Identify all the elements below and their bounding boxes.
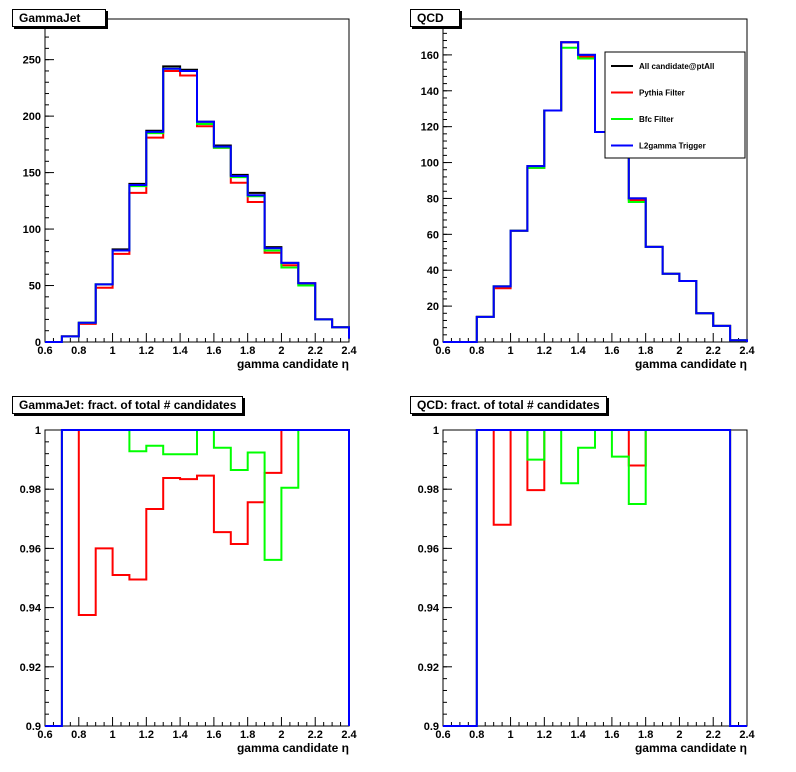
- series-line-l2gamma-trigger: [443, 41, 748, 343]
- x-tick-label: 2.2: [706, 729, 721, 741]
- x-tick-label: 2: [676, 729, 682, 741]
- y-tick-label: 0.98: [418, 484, 439, 496]
- chart-panel-4: 0.6 0.8 1 1.2 1.4 1.6 1.8 2 2.2 2.4 0.9 0.92 0.94 0.9…: [418, 425, 756, 755]
- x-tick-label: 1.6: [206, 729, 221, 741]
- x-tick-label: 0.8: [71, 345, 86, 357]
- x-tick-label: 0.6: [37, 345, 52, 357]
- x-tick-label: 2.2: [308, 729, 323, 741]
- x-tick-label: 2: [278, 729, 284, 741]
- x-tick-label: 1: [109, 729, 115, 741]
- y-tick-label: 80: [427, 193, 439, 205]
- x-tick-label: 0.6: [435, 729, 450, 741]
- y-tick-label: 20: [427, 301, 439, 313]
- y-tick-label: 0.96: [418, 543, 439, 555]
- y-tick-label: 40: [427, 265, 439, 277]
- x-tick-label: 0.8: [469, 345, 484, 357]
- y-tick-label: 100: [421, 158, 439, 170]
- plot-frame: [44, 429, 350, 727]
- y-tick-label: 0.9: [424, 721, 439, 733]
- x-axis-label: gamma candidate η: [635, 357, 747, 371]
- x-tick-label: 1.2: [139, 345, 154, 357]
- x-tick-label: 1: [507, 729, 513, 741]
- y-tick-label: 120: [421, 122, 439, 134]
- y-tick-label: 140: [421, 86, 439, 98]
- y-tick-label: 0: [35, 337, 41, 349]
- y-tick-label: 0.96: [20, 543, 41, 555]
- title-qcd: QCD: [410, 9, 460, 27]
- x-tick-label: 1.4: [570, 345, 586, 357]
- x-tick-label: 0.6: [435, 345, 450, 357]
- legend-label: Pythia Filter: [639, 89, 685, 98]
- y-tick-label: 1: [433, 425, 439, 437]
- x-tick-label: 1.8: [240, 345, 255, 357]
- x-tick-label: 1.2: [139, 729, 154, 741]
- chart-panel-3: 0.6 0.8 1 1.2 1.4 1.6 1.8 2 2.2 2.4 0.9 0.92 0.94 0.9…: [20, 425, 358, 755]
- x-tick-label: 2: [676, 345, 682, 357]
- series-line-pythia-filter: [45, 429, 350, 727]
- x-axis-label: gamma candidate η: [237, 357, 349, 371]
- y-tick-label: 1: [35, 425, 41, 437]
- series-line-l2gamma-trigger: [443, 429, 747, 727]
- x-tick-label: 1.2: [537, 729, 552, 741]
- x-tick-label: 0.6: [37, 729, 52, 741]
- y-tick-label: 160: [421, 50, 439, 62]
- title-gammajet-fraction: GammaJet: fract. of total # candidates: [12, 396, 244, 414]
- y-tick-label: 250: [23, 55, 41, 67]
- x-tick-label: 1.6: [604, 729, 619, 741]
- x-tick-label: 2.4: [739, 345, 755, 357]
- legend-label: Bfc Filter: [639, 115, 674, 124]
- y-tick-label: 150: [23, 168, 41, 180]
- x-tick-label: 2.4: [341, 345, 357, 357]
- x-axis-label: gamma candidate η: [635, 741, 747, 755]
- x-tick-label: 2: [278, 345, 284, 357]
- y-tick-label: 100: [23, 224, 41, 236]
- legend-label: All candidate@ptAll: [639, 62, 714, 71]
- y-tick-label: 0: [433, 337, 439, 349]
- x-tick-label: 1.4: [172, 729, 188, 741]
- y-tick-label: 0.9: [26, 721, 41, 733]
- y-tick-label: 200: [23, 111, 41, 123]
- plot-frame: [44, 18, 350, 343]
- series-line-bfc-filter: [45, 429, 350, 727]
- series-line-l2gamma-trigger: [45, 429, 350, 727]
- title-gammajet: GammaJet: [12, 9, 106, 27]
- x-tick-label: 1.8: [638, 729, 653, 741]
- series-line-bfc-filter: [443, 429, 747, 727]
- x-tick-label: 1: [507, 345, 513, 357]
- x-tick-label: 1.6: [604, 345, 619, 357]
- x-tick-label: 2.2: [706, 345, 721, 357]
- x-tick-label: 1.2: [537, 345, 552, 357]
- x-tick-label: 1.4: [570, 729, 586, 741]
- x-tick-label: 1.8: [638, 345, 653, 357]
- x-tick-label: 2.4: [739, 729, 755, 741]
- y-tick-label: 0.92: [418, 662, 439, 674]
- series-line-l2gamma-trigger: [45, 67, 350, 343]
- title-qcd-fraction: QCD: fract. of total # candidates: [410, 396, 607, 414]
- legend-box: [604, 51, 746, 159]
- legend: All candidate@ptAll Pythia Filter Bfc Filt…: [604, 51, 746, 159]
- x-tick-label: 2.2: [308, 345, 323, 357]
- y-tick-label: 0.92: [20, 662, 41, 674]
- x-tick-label: 1.4: [172, 345, 188, 357]
- x-tick-label: 2.4: [341, 729, 357, 741]
- x-axis-label: gamma candidate η: [237, 741, 349, 755]
- series-line-pythia-filter: [443, 429, 747, 727]
- chart-panel-2: 0.6 0.8 1 1.2 1.4 1.6 1.8 2 2.2 2.4 0 20 40 60 80 100 12…: [421, 18, 756, 371]
- plot-frame: [442, 429, 748, 727]
- chart-panel-1: 0.6 0.8 1 1.2 1.4 1.6 1.8 2 2.2 2.4 0 50 100 150 200 25…: [23, 18, 358, 371]
- y-tick-label: 0.94: [418, 603, 440, 615]
- x-tick-label: 0.8: [71, 729, 86, 741]
- y-tick-label: 0.98: [20, 484, 41, 496]
- y-tick-label: 0.94: [20, 603, 42, 615]
- y-tick-label: 60: [427, 229, 439, 241]
- x-tick-label: 1.8: [240, 729, 255, 741]
- x-tick-label: 1: [109, 345, 115, 357]
- legend-label: L2gamma Trigger: [639, 142, 706, 151]
- x-tick-label: 0.8: [469, 729, 484, 741]
- y-tick-label: 50: [29, 281, 41, 293]
- x-tick-label: 1.6: [206, 345, 221, 357]
